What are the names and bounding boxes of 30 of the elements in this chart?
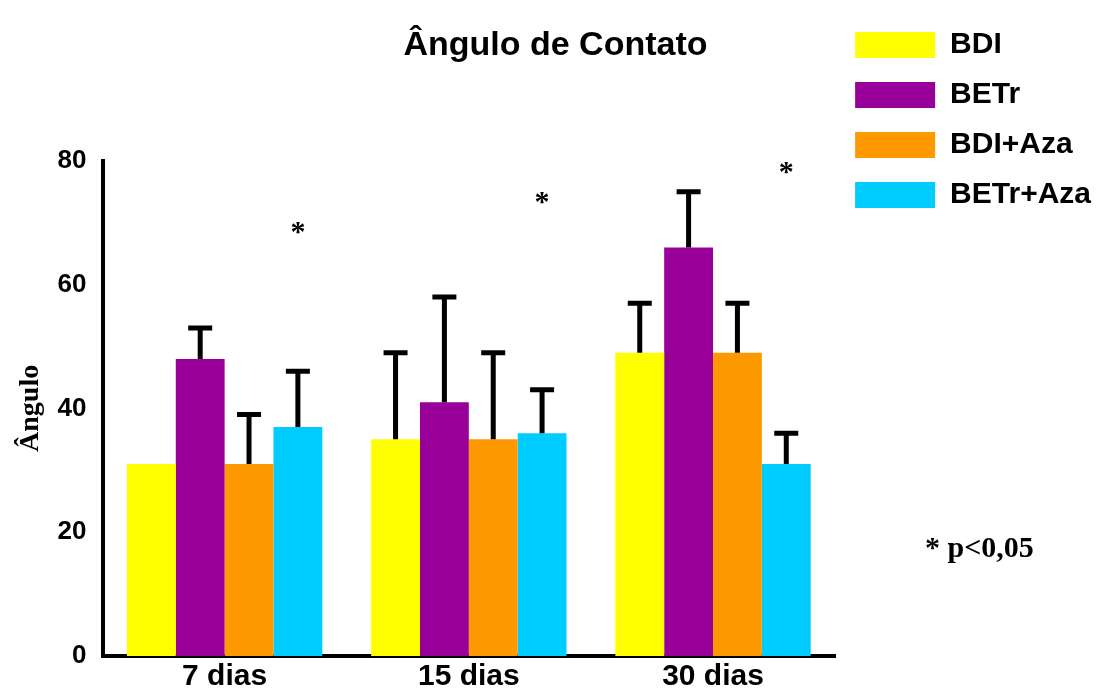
y-axis-title: Ângulo xyxy=(13,364,45,452)
chart-title: Ângulo de Contato xyxy=(403,23,708,62)
bar xyxy=(126,464,176,656)
bar xyxy=(468,439,518,656)
y-tick-label: 40 xyxy=(57,391,87,422)
bar xyxy=(175,358,225,656)
legend-label: BETr xyxy=(950,76,1021,110)
legend-label: BETr+Aza xyxy=(950,176,1092,210)
legend-label: BDI+Aza xyxy=(950,126,1073,160)
legend-label: BDI xyxy=(950,26,1002,60)
bar xyxy=(224,464,274,656)
bar xyxy=(664,247,714,656)
bar xyxy=(371,439,420,656)
bar xyxy=(713,352,762,656)
y-tick-label: 0 xyxy=(72,639,87,670)
text: * p<0,05 xyxy=(925,530,1034,564)
bar xyxy=(419,402,469,656)
bar xyxy=(273,426,323,656)
bar xyxy=(615,352,665,656)
x-tick-label: 7 dias xyxy=(182,658,268,692)
bar xyxy=(761,464,811,656)
annotation: * xyxy=(290,213,306,247)
y-tick-label: 20 xyxy=(57,515,87,546)
x-tick-label: 30 dias xyxy=(662,658,764,692)
y-tick-label: 80 xyxy=(57,143,87,174)
x-tick-label: 15 dias xyxy=(417,658,520,692)
y-tick-label: 60 xyxy=(57,267,87,298)
annotation: * xyxy=(778,153,794,187)
bar xyxy=(517,433,567,656)
annotation: * xyxy=(534,183,550,217)
